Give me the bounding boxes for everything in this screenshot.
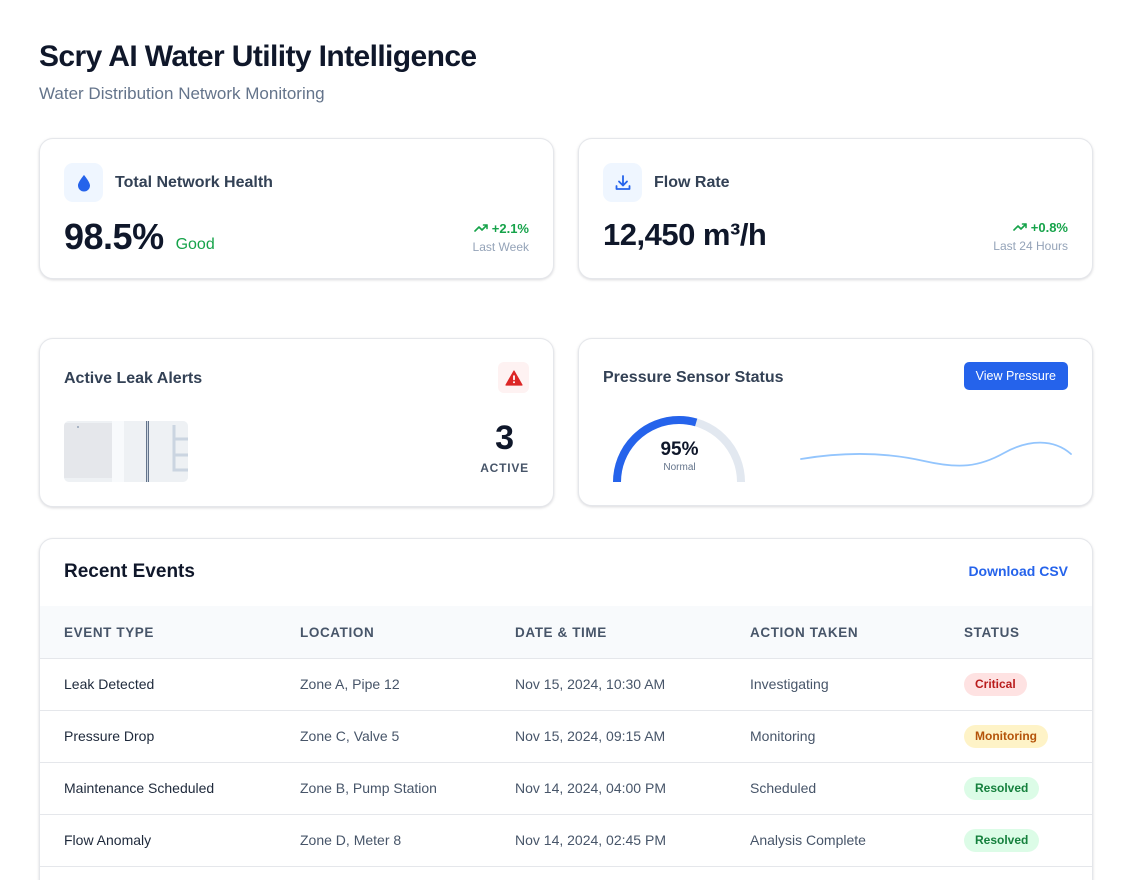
pressure-status-card: Pressure Sensor Status View Pressure 95%… (578, 338, 1093, 506)
column-header-action-taken[interactable]: ACTION TAKEN (750, 625, 859, 640)
location-cell: Zone B, Pump Station (300, 780, 437, 796)
action-cell: Analysis Complete (750, 832, 866, 848)
location-cell: Zone A, Pipe 12 (300, 676, 400, 692)
page-header: Scry AI Water Utility Intelligence Water… (39, 40, 477, 104)
event-type-cell: Flow Anomaly (64, 832, 152, 848)
flow-rate-value: 12,450 m³/h (603, 217, 767, 252)
table-row[interactable] (40, 866, 1092, 880)
column-header-status[interactable]: STATUS (964, 625, 1020, 640)
water-drop-icon (64, 163, 103, 202)
table-row[interactable]: Leak Detected Zone A, Pipe 12 Nov 15, 20… (40, 658, 1092, 710)
pressure-gauge-value: 95% (660, 439, 699, 460)
event-type-cell: Leak Detected (64, 676, 155, 692)
leak-alerts-title: Active Leak Alerts (64, 370, 203, 387)
table-row[interactable]: Flow Anomaly Zone D, Meter 8 Nov 14, 202… (40, 814, 1092, 866)
leak-alerts-card: Active Leak Alerts 3 ACTIVE (39, 338, 554, 507)
location-cell: Zone D, Meter 8 (300, 832, 402, 848)
leak-map-thumbnail[interactable] (64, 421, 188, 482)
flow-rate-trend-value: +0.8% (1030, 220, 1068, 235)
page-subtitle: Water Distribution Network Monitoring (39, 84, 325, 103)
network-health-value: 98.5% (64, 216, 164, 257)
flow-rate-trend: +0.8% Last 24 Hours (993, 220, 1068, 253)
status-badge: Critical (964, 673, 1027, 696)
status-badge: Resolved (964, 777, 1040, 800)
recent-events-card: Recent Events Download CSV EVENT TYPE LO… (39, 538, 1093, 880)
pressure-gauge (613, 416, 745, 483)
event-type-cell: Maintenance Scheduled (64, 780, 215, 796)
events-table-header: EVENT TYPE LOCATION DATE & TIME ACTION T… (40, 606, 1092, 658)
network-health-trend-period: Last Week (472, 240, 529, 254)
flow-rate-label: Flow Rate (654, 173, 730, 191)
network-health-trend: +2.1% Last Week (473, 221, 529, 254)
table-row[interactable]: Maintenance Scheduled Zone B, Pump Stati… (40, 762, 1092, 814)
view-pressure-button[interactable]: View Pressure (963, 362, 1068, 390)
status-badge: Monitoring (964, 725, 1048, 748)
warning-triangle-icon (498, 362, 529, 393)
flow-rate-trend-period: Last 24 Hours (993, 239, 1068, 253)
pressure-gauge-label: Normal (663, 462, 696, 473)
datetime-cell: Nov 15, 2024, 10:30 AM (515, 676, 666, 692)
download-icon (603, 163, 642, 202)
event-type-cell: Pressure Drop (64, 728, 155, 744)
recent-events-title: Recent Events (64, 561, 195, 582)
pressure-sparkline (800, 441, 1072, 467)
column-header-event-type[interactable]: EVENT TYPE (64, 625, 155, 640)
action-cell: Monitoring (750, 728, 816, 744)
active-leak-label: ACTIVE (480, 461, 529, 475)
active-leak-count: 3 (495, 419, 515, 457)
network-health-label: Total Network Health (115, 173, 273, 191)
page-title: Scry AI Water Utility Intelligence (39, 40, 477, 73)
network-health-card: Total Network Health 98.5% Good +2.1% Las… (39, 138, 554, 279)
datetime-cell: Nov 14, 2024, 02:45 PM (515, 832, 666, 848)
action-cell: Scheduled (750, 780, 817, 796)
datetime-cell: Nov 15, 2024, 09:15 AM (515, 728, 666, 744)
location-cell: Zone C, Valve 5 (300, 728, 400, 744)
trend-up-icon (473, 221, 488, 236)
download-csv-link[interactable]: Download CSV (968, 563, 1068, 579)
datetime-cell: Nov 14, 2024, 04:00 PM (515, 780, 666, 796)
network-health-qualifier: Good (175, 236, 215, 253)
trend-up-icon (1012, 220, 1027, 235)
column-header-location[interactable]: LOCATION (300, 625, 375, 640)
column-header-date-time[interactable]: DATE & TIME (515, 625, 607, 640)
pressure-status-title: Pressure Sensor Status (603, 369, 784, 386)
action-cell: Investigating (750, 676, 829, 692)
table-row[interactable]: Pressure Drop Zone C, Valve 5 Nov 15, 20… (40, 710, 1092, 762)
status-badge: Resolved (964, 829, 1040, 852)
flow-rate-card: Flow Rate 12,450 m³/h +0.8% Last 24 Hour… (578, 138, 1093, 279)
network-health-trend-value: +2.1% (491, 221, 529, 236)
